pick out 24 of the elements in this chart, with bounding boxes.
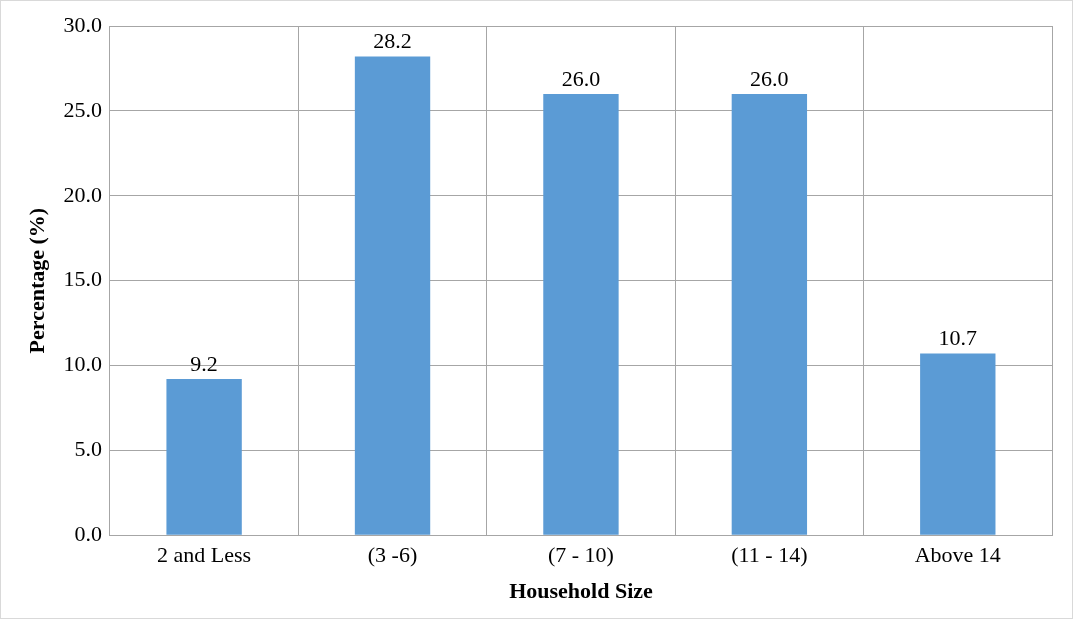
- y-tick-label: 0.0: [74, 520, 102, 546]
- y-tick-label: 30.0: [63, 11, 102, 37]
- x-axis-title: Household Size: [509, 578, 653, 604]
- y-tick-label: 25.0: [63, 96, 102, 122]
- x-tick-label: (7 - 10): [547, 542, 614, 568]
- bar: [166, 379, 242, 535]
- x-tick-label: (11 - 14): [731, 542, 808, 568]
- bar: [731, 93, 808, 535]
- y-tick-label: 5.0: [74, 436, 102, 462]
- x-tick-label: (3 -6): [367, 542, 418, 568]
- y-axis-title: Percentage (%): [23, 207, 49, 354]
- data-label: 10.7: [938, 325, 978, 351]
- y-tick-label: 20.0: [63, 181, 102, 207]
- data-label: 26.0: [561, 65, 601, 91]
- x-tick-label: Above 14: [914, 542, 1001, 568]
- data-label: 28.2: [373, 28, 412, 54]
- data-label: 9.2: [190, 350, 218, 376]
- bar: [354, 56, 431, 535]
- bar: [920, 353, 996, 535]
- x-tick-label: 2 and Less: [157, 542, 252, 568]
- data-label: 26.0: [750, 65, 789, 91]
- y-tick-label: 15.0: [63, 266, 102, 292]
- bar: [543, 93, 619, 535]
- y-tick-label: 10.0: [63, 351, 102, 377]
